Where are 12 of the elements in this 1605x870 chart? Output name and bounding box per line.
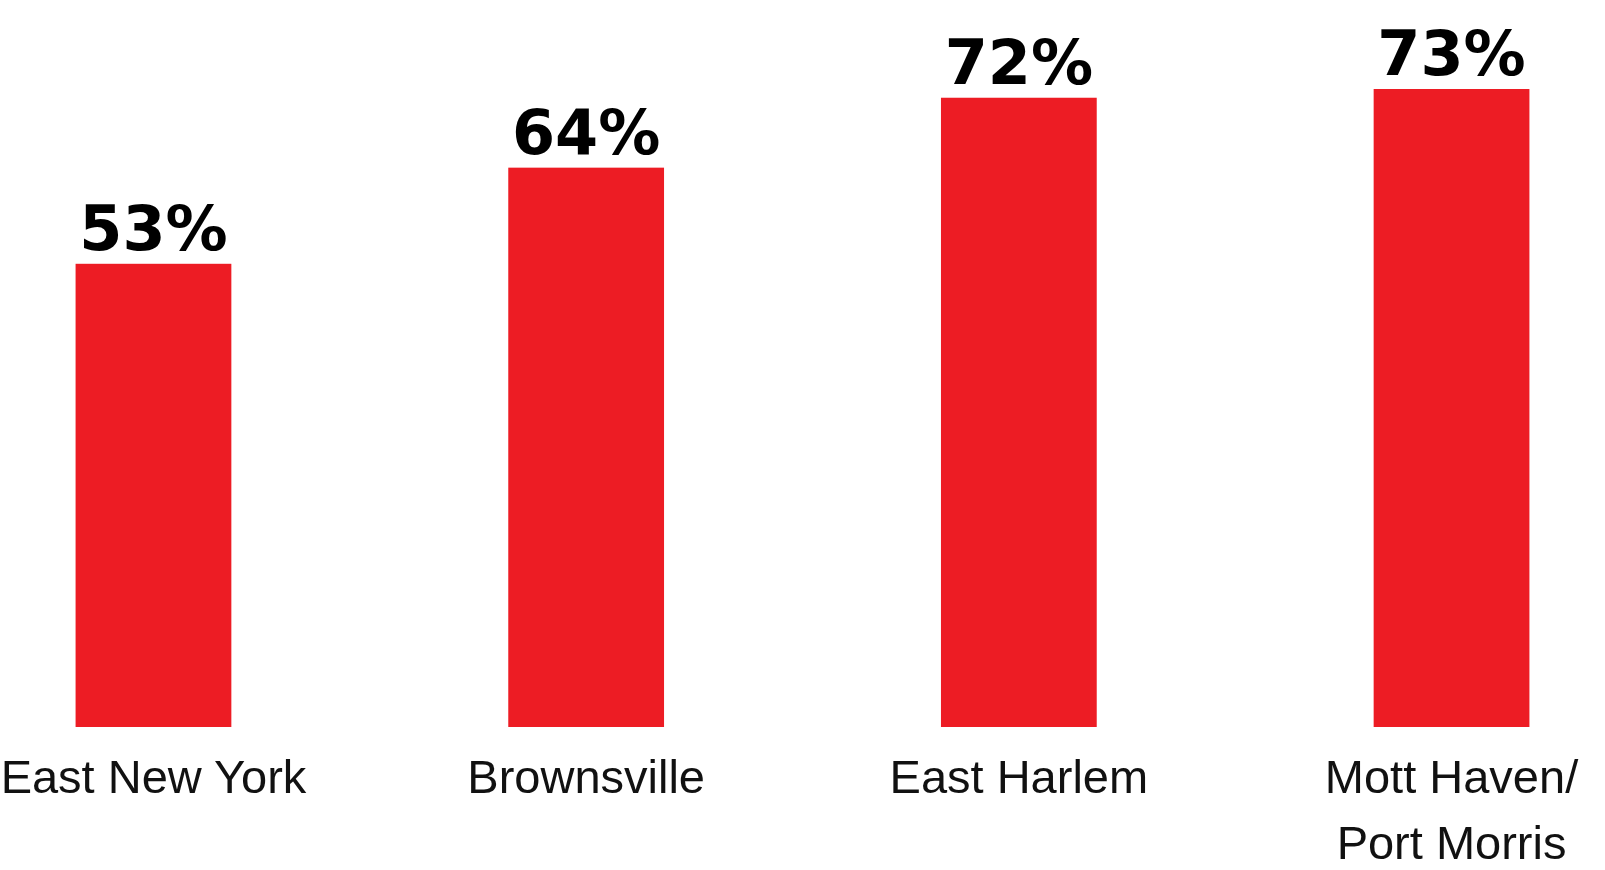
data-label: 64% xyxy=(511,95,661,169)
x-tick-label: East Harlem xyxy=(889,750,1149,803)
data-label: 72% xyxy=(944,25,1094,99)
bar xyxy=(1373,89,1530,727)
x-tick-label: East New York xyxy=(0,750,307,803)
x-tick-label: Brownsville xyxy=(467,750,705,803)
data-label: 53% xyxy=(79,191,228,265)
x-tick-label: Mott Haven/ Port Morris xyxy=(1324,750,1580,869)
bar xyxy=(508,167,665,727)
bar xyxy=(75,263,232,727)
data-label: 73% xyxy=(1377,17,1526,90)
bar xyxy=(940,97,1097,727)
